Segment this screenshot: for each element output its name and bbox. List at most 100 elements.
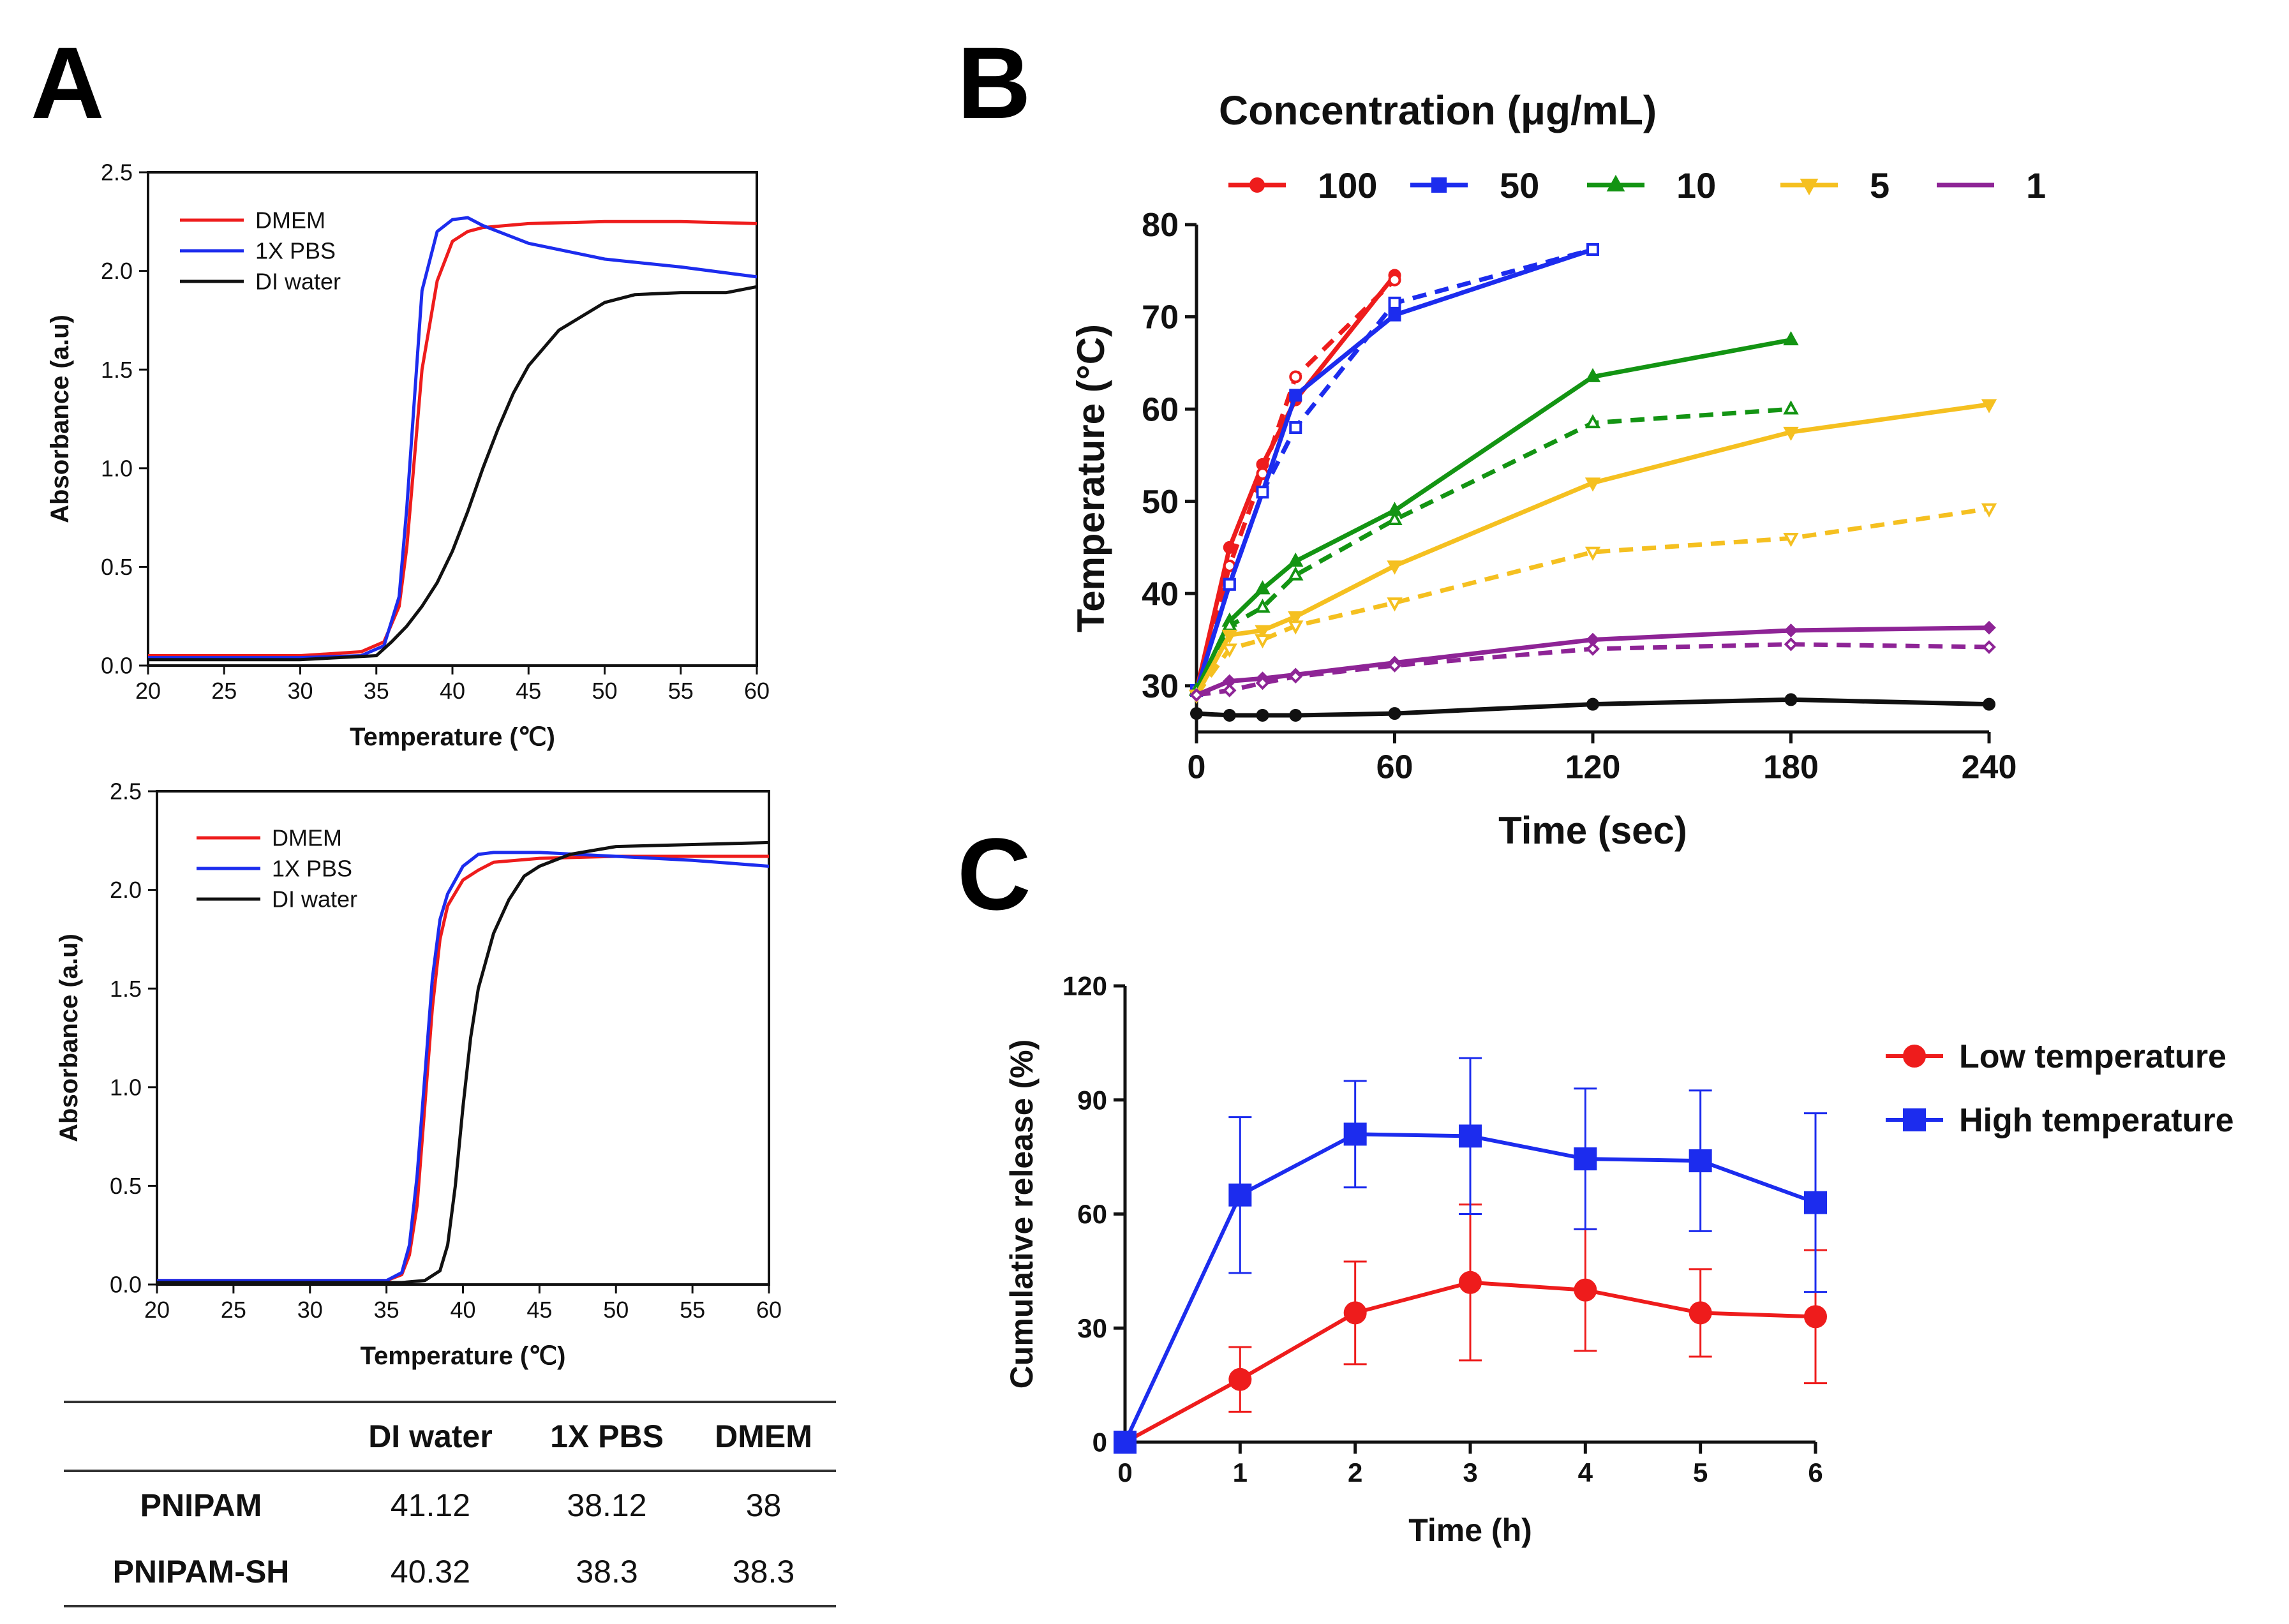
x-tick-label: 55 <box>680 1297 705 1323</box>
legend-label: DI water <box>272 886 357 913</box>
data-point <box>1783 331 1799 346</box>
series-di-water <box>157 840 770 1285</box>
x-tick-label: 35 <box>374 1297 399 1323</box>
data-point <box>1256 486 1269 499</box>
series-di-water <box>148 285 757 662</box>
series-1 <box>1189 620 1996 703</box>
data-point <box>1288 611 1304 626</box>
data-point <box>1256 708 1269 722</box>
data-point <box>1388 707 1401 720</box>
data-point <box>1388 273 1401 287</box>
series-line <box>148 216 757 660</box>
legend-label: 50 <box>1500 165 1539 205</box>
table-row: PNIPAM-SH 40.32 38.3 38.3 <box>64 1538 836 1607</box>
data-point <box>1221 629 1237 644</box>
y-tick-label: 1.0 <box>110 1074 142 1100</box>
x-tick-label: 30 <box>297 1297 323 1323</box>
series-1x-pbs <box>157 851 770 1283</box>
table-header-row: DI water 1X PBS DMEM <box>64 1401 836 1472</box>
x-tick-label: 60 <box>756 1297 782 1323</box>
legend-label: DI water <box>255 269 341 295</box>
data-point <box>1343 1301 1367 1325</box>
x-axis-label: Temperature (℃) <box>360 1342 565 1370</box>
data-point <box>1783 400 1799 415</box>
data-point <box>1223 577 1236 591</box>
y-tick-label: 0.0 <box>101 653 133 679</box>
series-low-temperature <box>1114 1203 1827 1454</box>
data-point <box>1289 370 1302 384</box>
data-point <box>1804 1305 1827 1329</box>
data-point <box>1783 533 1799 548</box>
legend-marker <box>1606 174 1625 191</box>
x-tick-label: 1 <box>1233 1457 1248 1487</box>
y-tick-label: 2.0 <box>110 877 142 903</box>
data-point <box>1584 414 1601 429</box>
data-point <box>1255 625 1271 639</box>
series-50-dashed- <box>1190 243 1599 697</box>
y-tick-label: 0.0 <box>110 1272 142 1298</box>
y-tick-label: 0.5 <box>110 1173 142 1199</box>
y-tick-label: 1.5 <box>101 357 133 383</box>
data-point <box>1574 1147 1597 1171</box>
legend-marker <box>1903 1045 1926 1068</box>
series-high-temperature <box>1114 1057 1827 1454</box>
data-point <box>1983 697 1995 711</box>
panel-letter-a: A <box>31 26 105 140</box>
data-point <box>1783 426 1799 441</box>
lcst-table: DI water 1X PBS DMEM PNIPAM 41.12 38.12 … <box>64 1401 836 1607</box>
legend-marker <box>1431 177 1447 193</box>
y-axis-label: Absorbance (a.u) <box>46 315 74 523</box>
series-line <box>157 851 770 1283</box>
data-point <box>1388 296 1401 309</box>
x-tick-label: 180 <box>1763 749 1819 786</box>
data-point <box>1289 421 1302 434</box>
data-point <box>1459 1124 1482 1148</box>
data-point <box>1689 1149 1712 1173</box>
x-tick-label: 55 <box>668 678 694 704</box>
series-line <box>1194 402 1990 696</box>
legend-label: 10 <box>1676 165 1716 205</box>
legend-label: 5 <box>1870 165 1890 205</box>
y-tick-label: 2.5 <box>110 778 142 805</box>
table-cell: 40.32 <box>338 1538 523 1607</box>
y-tick-label: 60 <box>1077 1199 1107 1229</box>
table-row-name: PNIPAM-SH <box>64 1538 338 1607</box>
table-cell: 38.12 <box>567 1487 647 1523</box>
x-tick-label: 5 <box>1693 1457 1708 1487</box>
series-line <box>157 854 769 1283</box>
data-point <box>1255 580 1271 595</box>
series-1x-pbs <box>148 216 757 660</box>
x-tick-label: 20 <box>135 678 161 704</box>
table-header-cell: 1X PBS <box>522 1401 692 1472</box>
data-point <box>1586 642 1600 656</box>
y-tick-label: 2.5 <box>101 160 133 186</box>
x-axis-label: Time (h) <box>1408 1512 1532 1548</box>
table-cell: 38.3 <box>691 1538 836 1607</box>
y-tick-label: 30 <box>1142 668 1179 705</box>
series-50 <box>1190 243 1599 697</box>
y-tick-label: 120 <box>1062 971 1107 1001</box>
y-tick-label: 2.0 <box>101 258 133 284</box>
table-row-name: PNIPAM <box>140 1487 262 1523</box>
data-point <box>1223 708 1236 722</box>
series-line <box>148 285 757 662</box>
chart-a-top: 20 25 30 35 40 45 50 55 60 0.0 0.5 1.0 1.5 2.0 2.5 Temp… <box>46 160 770 751</box>
legend-title: Concentration (μg/mL) <box>1219 87 1657 133</box>
x-tick-label: 35 <box>364 678 389 704</box>
series-1-dashed- <box>1189 637 1996 703</box>
x-tick-label: 0 <box>1117 1457 1132 1487</box>
data-point <box>1255 599 1271 613</box>
series-line <box>148 220 757 657</box>
y-tick-label: 80 <box>1142 207 1179 244</box>
y-tick-label: 1.0 <box>101 455 133 481</box>
chart-a-bottom: 20 25 30 35 40 45 50 55 60 0.0 0.5 1.0 1.5 2.0 2.5 Temp… <box>55 778 782 1370</box>
x-tick-label: 4 <box>1578 1457 1593 1487</box>
x-tick-label: 45 <box>516 678 541 704</box>
table-header-cell: DI water <box>338 1401 523 1472</box>
plot-frame <box>147 171 758 667</box>
data-point <box>1784 637 1798 652</box>
legend-label: Low temperature <box>1959 1038 2226 1075</box>
x-tick-label: 45 <box>526 1297 552 1323</box>
x-tick-label: 50 <box>603 1297 629 1323</box>
data-point <box>1221 643 1237 658</box>
